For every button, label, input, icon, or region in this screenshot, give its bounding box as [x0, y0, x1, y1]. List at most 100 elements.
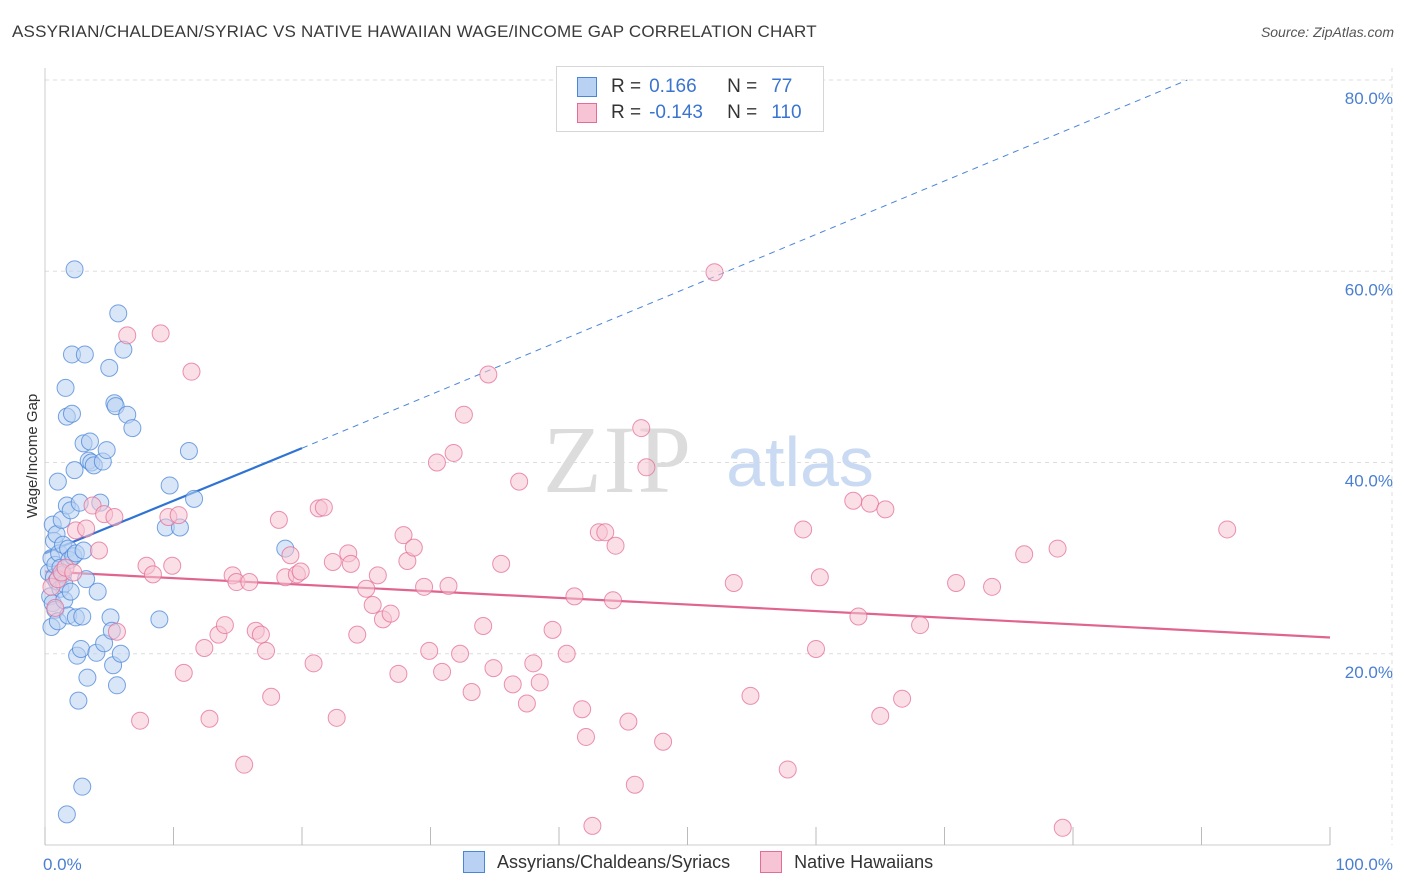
- native-hawaiian-point: [625, 775, 644, 794]
- native-hawaiian-point: [849, 607, 868, 626]
- chart-title: ASSYRIAN/CHALDEAN/SYRIAC VS NATIVE HAWAI…: [12, 22, 817, 41]
- assyrian-point: [109, 304, 128, 323]
- native-hawaiian-point: [433, 662, 452, 681]
- native-hawaiian-point: [983, 577, 1002, 596]
- series-legend: Assyrians/Chaldeans/Syriacs Native Hawai…: [463, 851, 963, 873]
- native-hawaiian-point: [357, 579, 376, 598]
- native-hawaiian-point: [404, 538, 423, 557]
- native-hawaiian-point: [484, 659, 503, 678]
- native-hawaiian-point: [182, 362, 201, 381]
- legend-r-value: -0.143: [649, 102, 703, 123]
- native-hawaiian-point: [606, 536, 625, 555]
- native-hawaiian-point: [810, 568, 829, 587]
- assyrian-point: [78, 668, 97, 687]
- series-swatch-blue: [463, 851, 485, 873]
- native-hawaiian-point: [724, 573, 743, 592]
- native-hawaiian-point: [654, 732, 673, 751]
- series-legend-assyrians[interactable]: Assyrians/Chaldeans/Syriacs: [463, 851, 730, 873]
- native-hawaiian-point: [281, 546, 300, 565]
- native-hawaiian-point: [557, 644, 576, 663]
- native-hawaiian-point: [794, 520, 813, 539]
- assyrian-point: [56, 378, 75, 397]
- native-hawaiian-point: [462, 683, 481, 701]
- y-tick-label: 60.0%: [1345, 280, 1393, 299]
- assyrian-point: [179, 442, 198, 461]
- native-hawaiian-point: [844, 491, 863, 510]
- native-hawaiian-point: [439, 576, 458, 595]
- native-hawaiian-point: [195, 639, 214, 658]
- assyrian-point: [97, 441, 116, 460]
- assyrian-point: [61, 582, 80, 601]
- assyrian-point: [75, 345, 94, 364]
- watermark: ZIP atlas: [543, 406, 874, 513]
- native-hawaiian-point: [807, 639, 825, 658]
- assyrian-point: [111, 644, 130, 663]
- native-hawaiian-point: [64, 563, 83, 582]
- native-hawaiian-point: [420, 641, 439, 660]
- trend-line-native-hawaiians: [44, 570, 1331, 639]
- x-tick-label: 100.0%: [1335, 855, 1393, 874]
- native-hawaiian-point: [107, 622, 126, 641]
- native-hawaiian-point: [105, 508, 124, 527]
- native-hawaiian-point: [524, 654, 543, 673]
- native-hawaiian-point: [304, 654, 323, 673]
- native-hawaiian-point: [565, 587, 584, 606]
- native-hawaiian-point: [251, 625, 270, 644]
- assyrian-point: [107, 676, 126, 695]
- legend-swatch-blue: [577, 77, 597, 97]
- native-hawaiian-point: [200, 709, 219, 728]
- assyrian-point: [48, 472, 67, 491]
- y-tick-label: 40.0%: [1345, 472, 1393, 491]
- native-hawaiian-point: [573, 700, 592, 719]
- assyrian-point: [57, 805, 76, 824]
- assyrian-point: [65, 260, 84, 279]
- native-hawaiian-point: [348, 625, 367, 644]
- assyrian-point: [74, 541, 93, 560]
- assyrian-point: [100, 358, 119, 377]
- native-hawaiian-point: [893, 689, 912, 708]
- native-hawaiian-point: [151, 324, 170, 343]
- legend-n-label: N =: [727, 76, 758, 97]
- series-label-native-hawaiians: Native Hawaiians: [794, 851, 934, 872]
- native-hawaiian-point: [291, 562, 310, 581]
- native-hawaiian-point: [603, 591, 622, 610]
- native-hawaiian-point: [368, 566, 387, 585]
- x-tick-label: 0.0%: [43, 855, 82, 874]
- native-hawaiian-point: [517, 694, 536, 713]
- assyrian-point: [69, 691, 88, 710]
- native-hawaiian-point: [389, 664, 408, 683]
- y-tick-label: 20.0%: [1345, 663, 1393, 682]
- assyrian-point: [62, 404, 81, 423]
- native-hawaiian-point: [314, 498, 333, 517]
- legend-r-label: R =: [611, 76, 642, 97]
- native-hawaiian-point: [871, 706, 890, 725]
- source-label: Source: ZipAtlas.com: [1260, 24, 1394, 40]
- native-hawaiian-point: [77, 519, 96, 538]
- assyrian-point: [185, 489, 204, 508]
- assyrian-point: [65, 461, 84, 480]
- legend-row-blue: R = 0.166 N = 77: [577, 74, 792, 100]
- native-hawaiian-point: [619, 712, 638, 731]
- assyrian-point: [80, 432, 99, 451]
- y-axis-label: Wage/Income Gap: [24, 394, 41, 519]
- native-hawaiian-point: [860, 494, 879, 513]
- native-hawaiian-point: [474, 617, 493, 636]
- native-hawaiian-point: [947, 573, 966, 592]
- watermark-atlas: atlas: [726, 423, 874, 501]
- native-hawaiian-point: [174, 663, 193, 682]
- native-hawaiian-point: [415, 577, 434, 596]
- assyrian-point: [150, 610, 169, 629]
- native-hawaiian-point: [479, 365, 498, 384]
- assyrian-point: [71, 639, 90, 658]
- native-hawaiian-point: [1053, 818, 1072, 837]
- assyrian-point: [88, 582, 107, 601]
- native-hawaiian-point: [341, 554, 360, 573]
- native-hawaiian-point: [454, 405, 473, 424]
- legend-n-label: N =: [727, 102, 758, 123]
- series-legend-native-hawaiians[interactable]: Native Hawaiians: [760, 851, 933, 873]
- native-hawaiian-point: [327, 708, 346, 727]
- native-hawaiian-point: [163, 556, 182, 575]
- native-hawaiian-point: [118, 326, 137, 345]
- native-hawaiian-point: [876, 500, 895, 519]
- native-hawaiian-point: [46, 598, 65, 617]
